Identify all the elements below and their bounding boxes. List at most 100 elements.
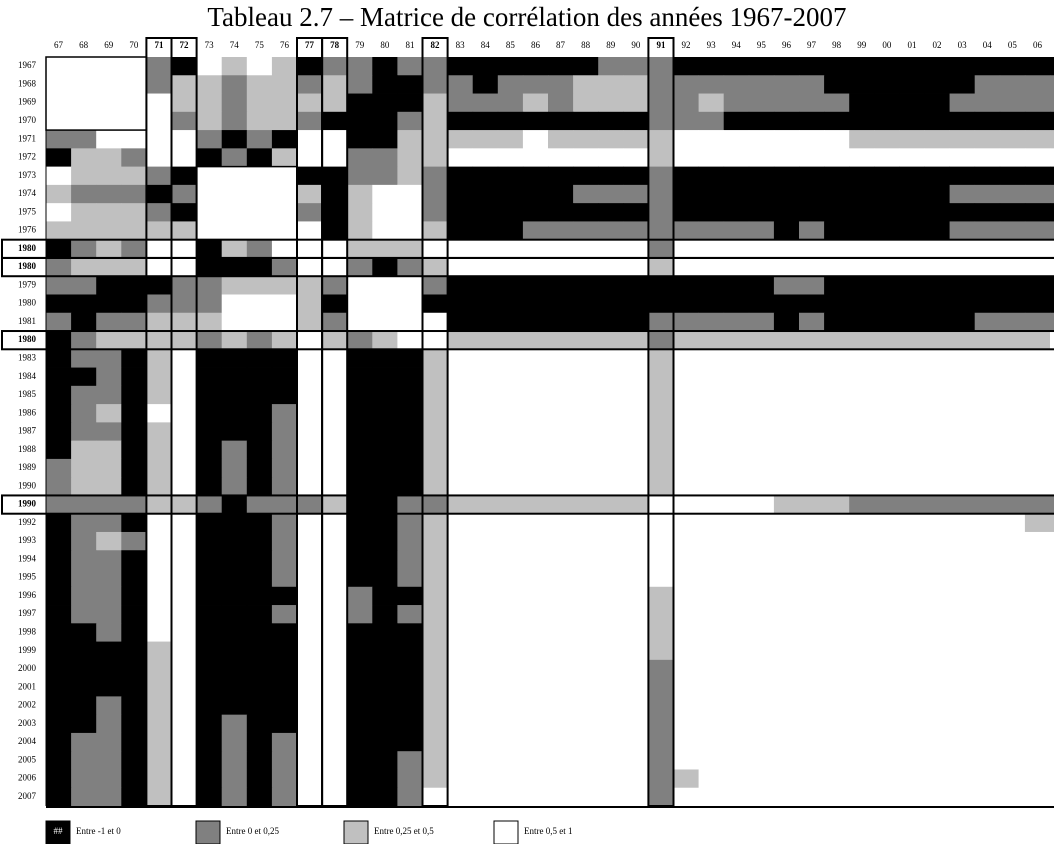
cell [924, 130, 950, 149]
cell [96, 495, 122, 515]
cell [698, 732, 725, 752]
cell [1024, 257, 1051, 277]
cell [874, 531, 900, 551]
cell [397, 568, 423, 588]
cell [472, 111, 499, 131]
cell [598, 641, 624, 661]
cell [46, 385, 72, 405]
cell [221, 495, 248, 515]
cell [472, 257, 499, 277]
cell [548, 422, 574, 442]
cell [322, 458, 348, 478]
row-label: 1971 [18, 133, 36, 143]
cell [121, 349, 147, 368]
cell [673, 568, 699, 588]
cell [71, 550, 97, 569]
column-label: 97 [807, 40, 817, 50]
cell [472, 550, 499, 569]
legend-marker: ## [54, 826, 64, 836]
cell [447, 787, 474, 807]
cell [221, 586, 248, 606]
cell [648, 239, 674, 259]
cell [372, 257, 398, 277]
cell [849, 659, 875, 679]
cell [999, 57, 1026, 76]
cell [598, 221, 624, 241]
cell [723, 769, 750, 789]
cell [924, 239, 950, 259]
cell [773, 257, 800, 277]
cell [673, 367, 699, 387]
cell [146, 130, 172, 149]
cell [96, 787, 122, 807]
cell [297, 257, 323, 277]
cell [472, 203, 499, 222]
cell [146, 111, 172, 131]
cell [447, 678, 474, 697]
cell [899, 568, 925, 588]
cell [723, 531, 750, 551]
cell [623, 550, 649, 569]
cell [698, 440, 725, 460]
chart-title: Tableau 2.7 – Matrice de corrélation des… [207, 2, 846, 32]
cell [648, 130, 674, 149]
cell [874, 276, 900, 295]
cell [497, 714, 524, 734]
cell [397, 404, 423, 423]
cell [1050, 57, 1054, 76]
cell [548, 696, 574, 716]
cell [522, 257, 549, 277]
cell [849, 203, 875, 222]
cell [899, 586, 925, 606]
cell [949, 605, 976, 624]
cell [447, 659, 474, 679]
cell [121, 148, 147, 168]
cell [96, 422, 122, 442]
cell [522, 166, 549, 186]
cell [573, 477, 599, 496]
column-label: 82 [431, 40, 441, 50]
cell [723, 57, 750, 76]
cell [322, 367, 348, 387]
cell [171, 130, 197, 149]
cell [472, 148, 499, 168]
cell [422, 148, 448, 168]
cell [221, 184, 248, 204]
cell [347, 477, 373, 496]
cell [748, 239, 775, 259]
legend-swatch [343, 820, 369, 844]
cell [849, 130, 875, 149]
cell [322, 404, 348, 423]
cell [71, 422, 97, 442]
cell [1050, 148, 1054, 168]
cell [171, 477, 197, 496]
cell [397, 294, 423, 314]
cell [372, 477, 398, 496]
cell [96, 75, 122, 94]
cell [824, 93, 850, 113]
cell [723, 257, 750, 277]
cell [924, 422, 950, 442]
cell [598, 294, 624, 314]
cell [573, 659, 599, 679]
cell [748, 130, 775, 149]
cell [171, 531, 197, 551]
cell [372, 294, 398, 314]
cell [171, 678, 197, 697]
cell [573, 605, 599, 624]
cell [874, 458, 900, 478]
cell [497, 221, 524, 241]
cell [673, 440, 699, 460]
cell [397, 184, 423, 204]
cell [824, 586, 850, 606]
cell [799, 57, 825, 76]
cell [573, 696, 599, 716]
row-label: 1983 [18, 352, 37, 362]
row-label: 1990 [18, 499, 37, 509]
cell [899, 422, 925, 442]
cell [824, 331, 850, 350]
cell [598, 331, 624, 350]
cell [96, 367, 122, 387]
cell [196, 276, 223, 295]
cell [447, 495, 474, 515]
